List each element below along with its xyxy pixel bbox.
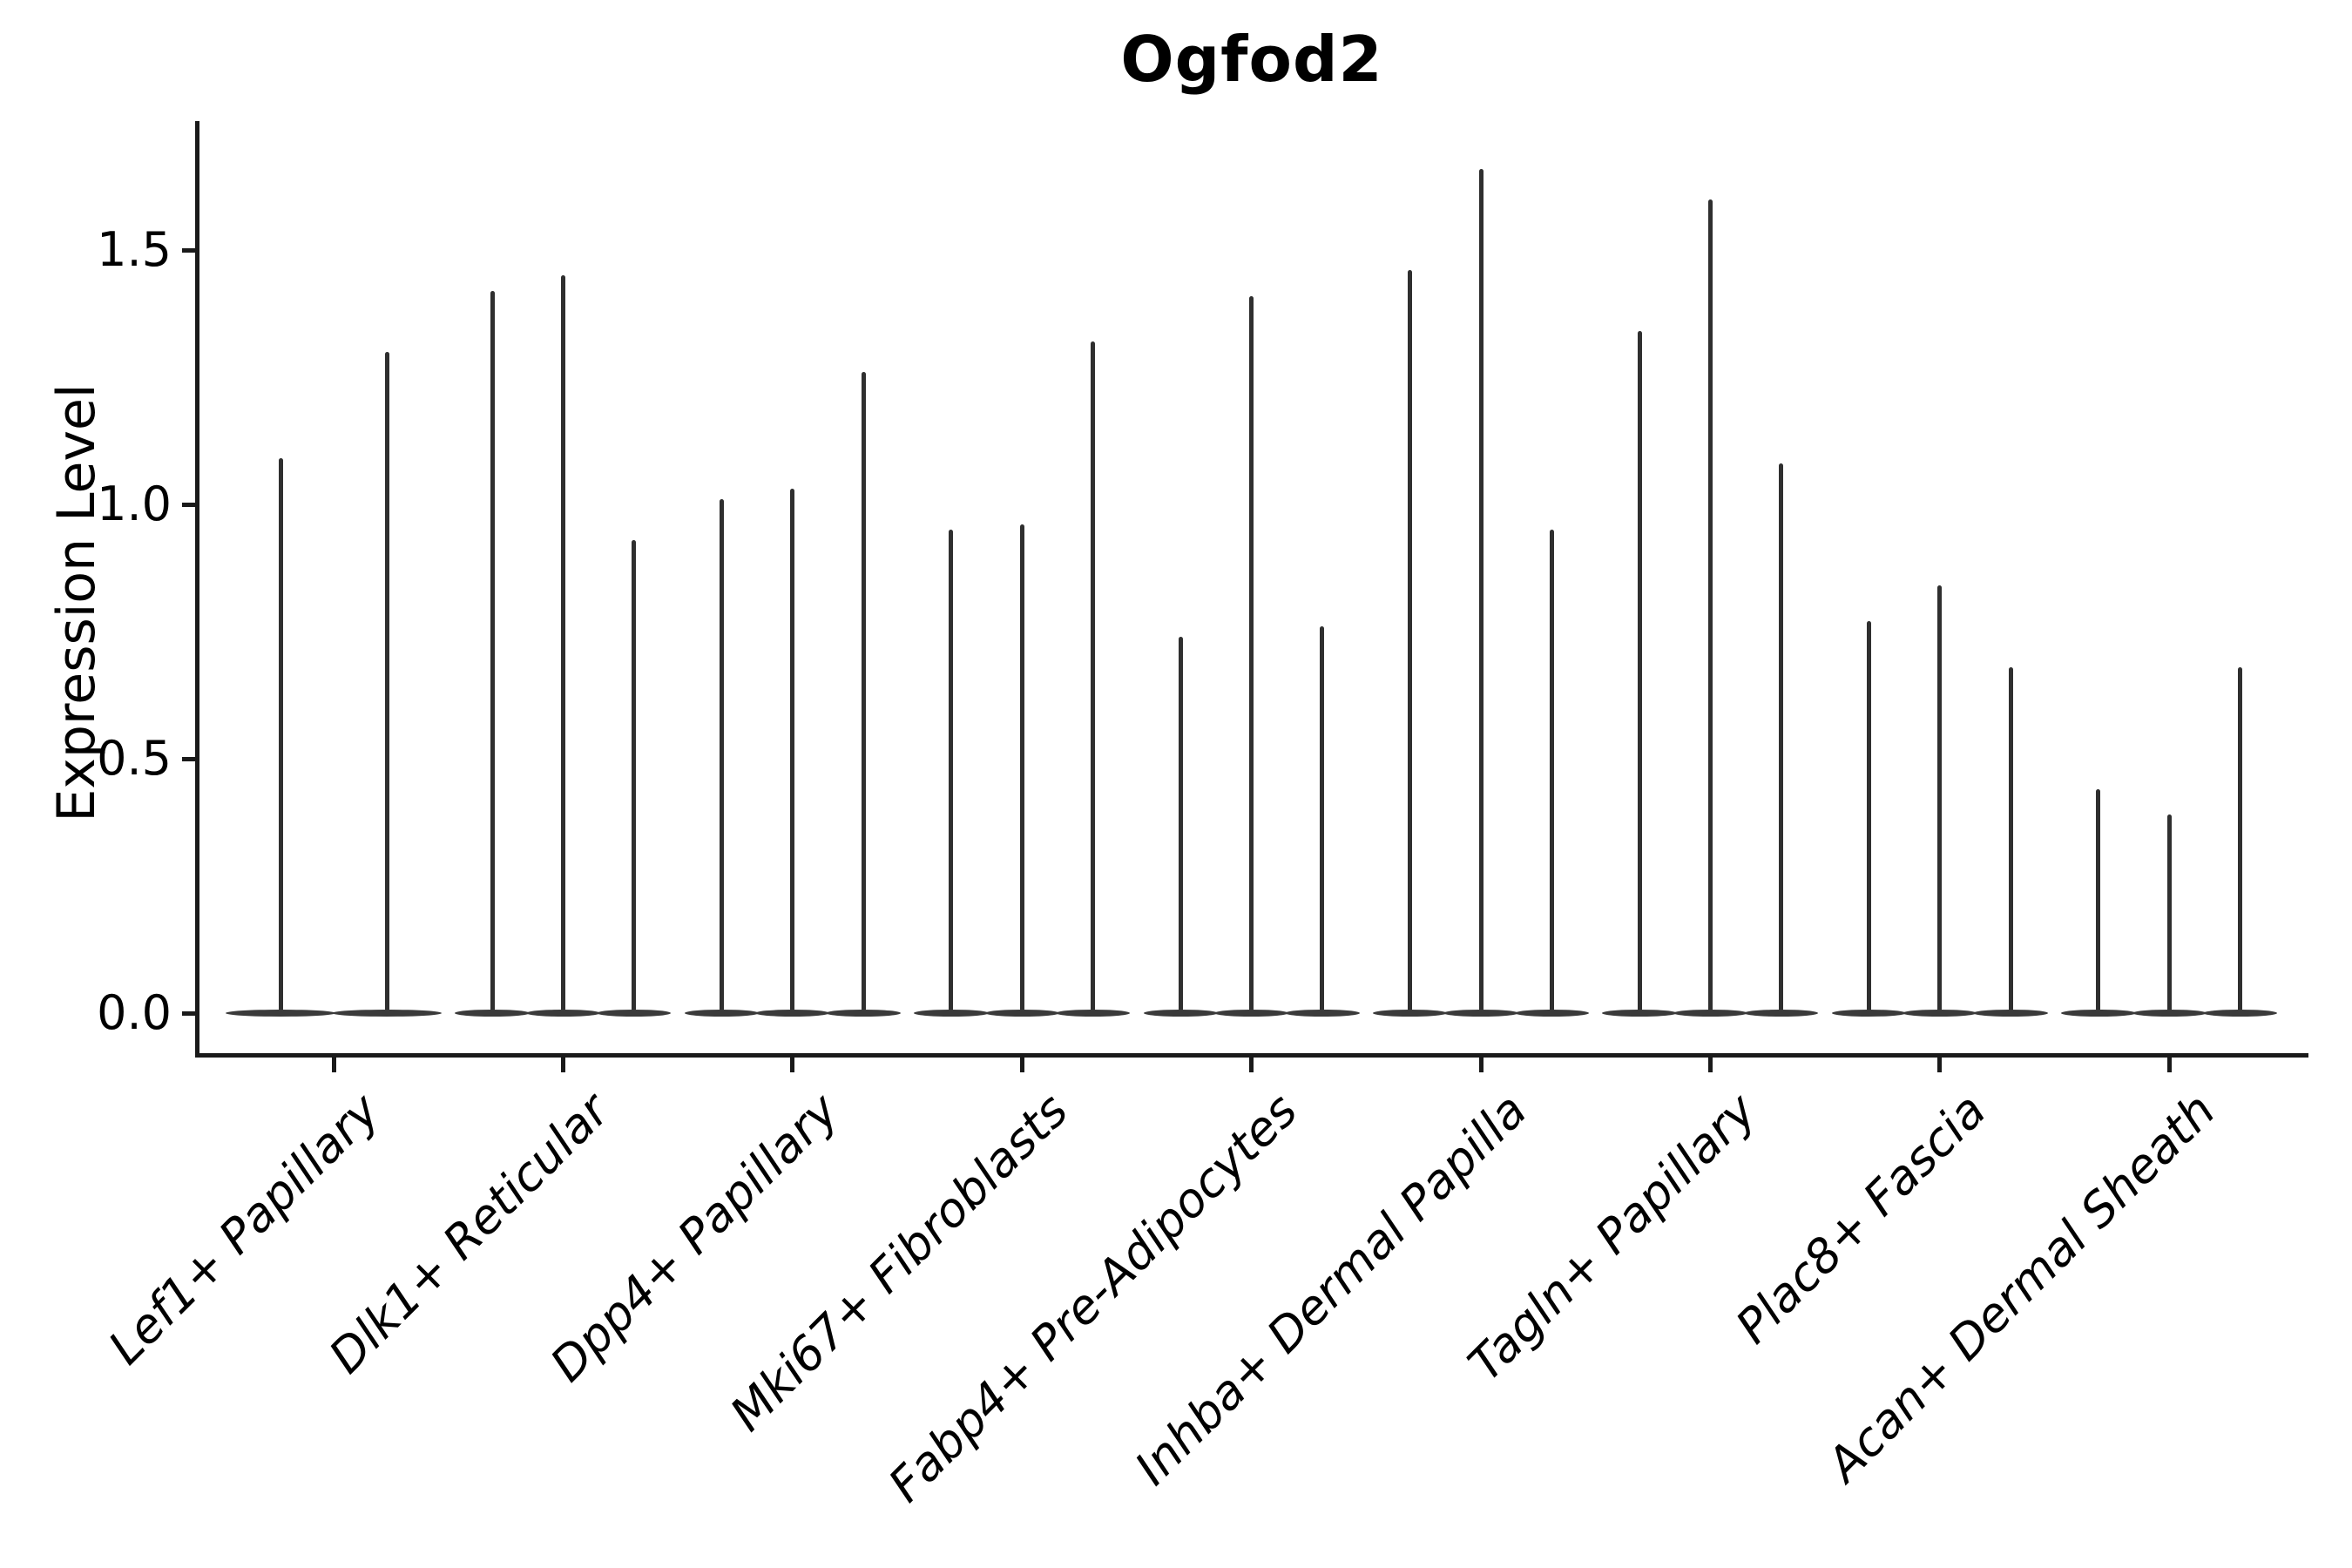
violin-spike: [2008, 666, 2013, 1013]
violin-spike: [1549, 530, 1554, 1013]
violin-spike: [278, 458, 283, 1013]
violin-spike: [1937, 585, 1943, 1013]
violin-spike: [1707, 199, 1713, 1013]
violin-spike: [2166, 814, 2172, 1013]
violin-base: [597, 1010, 672, 1017]
y-tick-label: 0.0: [97, 985, 172, 1040]
y-axis-line: [195, 121, 199, 1058]
violin-spike: [1019, 524, 1024, 1013]
violin-spike: [1779, 463, 1784, 1013]
violin-spike: [1091, 341, 1096, 1013]
violin-base: [332, 1010, 442, 1017]
violin-spike: [1178, 636, 1183, 1013]
violin-base: [2061, 1010, 2136, 1017]
x-tick-mark: [790, 1058, 795, 1072]
violin-base: [1744, 1010, 1819, 1017]
violin-base: [1831, 1010, 1907, 1017]
violin-base: [1514, 1010, 1589, 1017]
x-tick-label: Acan+ Dermal Sheath: [1815, 1083, 2226, 1492]
y-tick-mark: [182, 247, 198, 253]
violin-base: [1903, 1010, 1977, 1017]
violin-base: [455, 1010, 530, 1017]
y-tick-label: 0.5: [97, 731, 172, 786]
violin-base: [1213, 1010, 1289, 1017]
violin-spike: [2096, 789, 2101, 1013]
x-tick-mark: [2166, 1058, 2172, 1072]
chart-title: Ogfod2: [1120, 23, 1383, 96]
violin-spike: [790, 489, 795, 1013]
x-tick-mark: [1019, 1058, 1024, 1072]
violin-base: [2202, 1010, 2278, 1017]
y-tick-mark: [182, 756, 198, 761]
violin-spike: [1478, 168, 1484, 1013]
violin-spike: [1249, 295, 1254, 1013]
x-tick-mark: [1937, 1058, 1943, 1072]
violin-base: [1973, 1010, 2048, 1017]
x-tick-label: Fabp4+ Pre-Adipocytes: [877, 1083, 1308, 1513]
violin-spike: [384, 351, 389, 1013]
violin-base: [755, 1010, 830, 1017]
x-tick-mark: [1478, 1058, 1484, 1072]
violin-spike: [719, 499, 724, 1013]
violin-base: [1673, 1010, 1748, 1017]
violin-base: [1602, 1010, 1677, 1017]
violin-spike: [632, 539, 637, 1013]
violin-base: [226, 1010, 335, 1017]
violin-spike: [1866, 621, 1871, 1013]
violin-base: [2132, 1010, 2207, 1017]
x-tick-label: Inhba+ Dermal Papilla: [1124, 1083, 1538, 1496]
y-tick-mark: [182, 1010, 198, 1016]
violin-spike: [560, 275, 565, 1013]
violin-base: [914, 1010, 989, 1017]
violin-base: [1285, 1010, 1360, 1017]
y-tick-label: 1.0: [97, 476, 172, 531]
violin-base: [984, 1010, 1059, 1017]
x-tick-mark: [560, 1058, 565, 1072]
y-tick-label: 1.5: [97, 222, 172, 277]
x-tick-mark: [331, 1058, 336, 1072]
violin-base: [525, 1010, 601, 1017]
violin-base: [1443, 1010, 1518, 1017]
violin-spike: [490, 290, 495, 1013]
x-tick-mark: [1707, 1058, 1713, 1072]
violin-spike: [949, 530, 954, 1013]
violin-spike: [861, 372, 866, 1013]
x-axis-line: [195, 1053, 2308, 1058]
violin-base: [1055, 1010, 1131, 1017]
violin-spike: [1408, 270, 1413, 1013]
violin-spike: [1320, 626, 1325, 1013]
violin-base: [684, 1010, 760, 1017]
violin-base: [1373, 1010, 1448, 1017]
y-tick-mark: [182, 502, 198, 507]
violin-spike: [1637, 331, 1642, 1013]
violin-base: [826, 1010, 901, 1017]
violin-base: [1143, 1010, 1218, 1017]
x-tick-mark: [1249, 1058, 1254, 1072]
violin-spike: [2238, 666, 2243, 1013]
